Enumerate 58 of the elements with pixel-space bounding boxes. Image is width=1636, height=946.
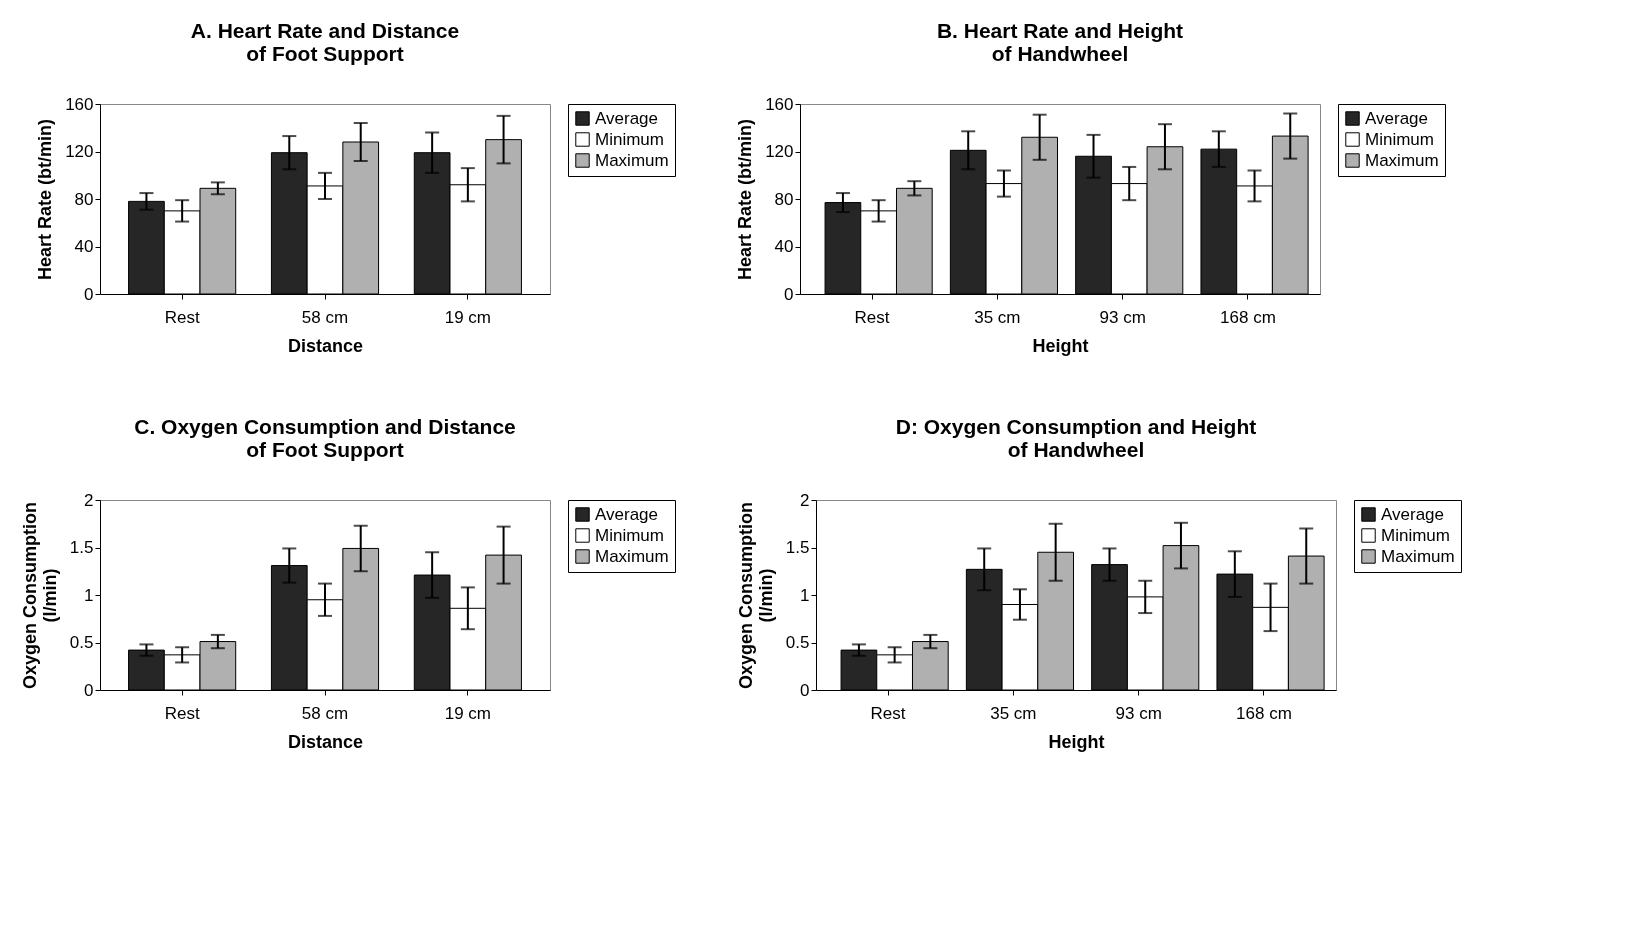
x-axis-title: Height bbox=[1032, 335, 1089, 356]
legend-label: Average bbox=[1365, 108, 1429, 128]
legend-label: Minimum bbox=[595, 129, 664, 149]
x-tick-label: 19 cm bbox=[444, 307, 492, 327]
legend-label: Maximum bbox=[1365, 150, 1439, 170]
x-tick-label: Rest bbox=[164, 703, 200, 723]
y-tick-label: 80 bbox=[74, 189, 94, 209]
chart-title: A. Heart Rate and Distance of Foot Support bbox=[190, 19, 460, 65]
y-tick-label: 2 bbox=[84, 490, 94, 510]
x-tick-label: 93 cm bbox=[1099, 307, 1146, 327]
x-tick-label: 93 cm bbox=[1115, 703, 1162, 723]
x-tick-label: 35 cm bbox=[990, 703, 1037, 723]
x-tick-label: 58 cm bbox=[301, 703, 349, 723]
y-tick-label: 1.5 bbox=[69, 538, 94, 557]
y-tick-label: 1 bbox=[800, 585, 810, 605]
legend-label: Average bbox=[1381, 504, 1445, 524]
y-tick-label: 160 bbox=[65, 94, 94, 114]
x-tick-label: 168 cm bbox=[1236, 703, 1292, 723]
y-tick-label: 40 bbox=[774, 237, 794, 256]
legend-label: Minimum bbox=[1381, 525, 1450, 545]
y-axis-title: Heart Rate (bt/min) bbox=[35, 118, 56, 281]
chart-title: B. Heart Rate and Height of Handwheel bbox=[936, 19, 1184, 65]
y-tick-label: 1 bbox=[84, 585, 94, 605]
x-tick-label: Rest bbox=[854, 307, 890, 327]
y-tick-label: 0 bbox=[784, 284, 794, 304]
x-tick-label: 168 cm bbox=[1220, 307, 1276, 327]
x-tick-label: 58 cm bbox=[301, 307, 349, 327]
y-tick-label: 80 bbox=[774, 189, 794, 209]
x-axis-title: Distance bbox=[287, 731, 364, 752]
y-tick-label: 120 bbox=[765, 142, 794, 161]
y-axis-title: Oxygen Consumption (l/min) bbox=[19, 501, 60, 690]
y-tick-label: 0 bbox=[84, 284, 94, 304]
y-axis-title: Oxygen Consumption (l/min) bbox=[735, 501, 776, 690]
y-tick-label: 0 bbox=[84, 680, 94, 700]
x-tick-label: 19 cm bbox=[444, 703, 492, 723]
legend-label: Average bbox=[595, 504, 659, 524]
y-tick-label: 0.5 bbox=[785, 633, 810, 652]
x-tick-label: Rest bbox=[164, 307, 200, 327]
y-tick-label: 0 bbox=[800, 680, 810, 700]
y-tick-label: 120 bbox=[65, 142, 94, 161]
x-axis-title: Height bbox=[1048, 731, 1105, 752]
y-tick-label: 2 bbox=[800, 490, 810, 510]
legend-label: Maximum bbox=[595, 546, 669, 566]
y-tick-label: 0.5 bbox=[69, 633, 94, 652]
x-tick-label: Rest bbox=[870, 703, 906, 723]
y-tick-label: 160 bbox=[765, 94, 794, 114]
legend-label: Maximum bbox=[1381, 546, 1455, 566]
y-tick-label: 1.5 bbox=[785, 538, 810, 557]
x-tick-label: 35 cm bbox=[974, 307, 1021, 327]
legend-label: Minimum bbox=[1365, 129, 1434, 149]
legend-label: Average bbox=[595, 108, 659, 128]
legend-label: Maximum bbox=[595, 150, 669, 170]
y-axis-title: Heart Rate (bt/min) bbox=[735, 118, 756, 281]
chart-title: C. Oxygen Consumption and Distance of Foot Support bbox=[134, 415, 516, 461]
x-axis-title: Distance bbox=[287, 335, 364, 356]
y-tick-label: 40 bbox=[74, 237, 94, 256]
legend-label: Minimum bbox=[595, 525, 664, 545]
chart-title: D: Oxygen Consumption and Height of Handwheel bbox=[895, 415, 1257, 461]
